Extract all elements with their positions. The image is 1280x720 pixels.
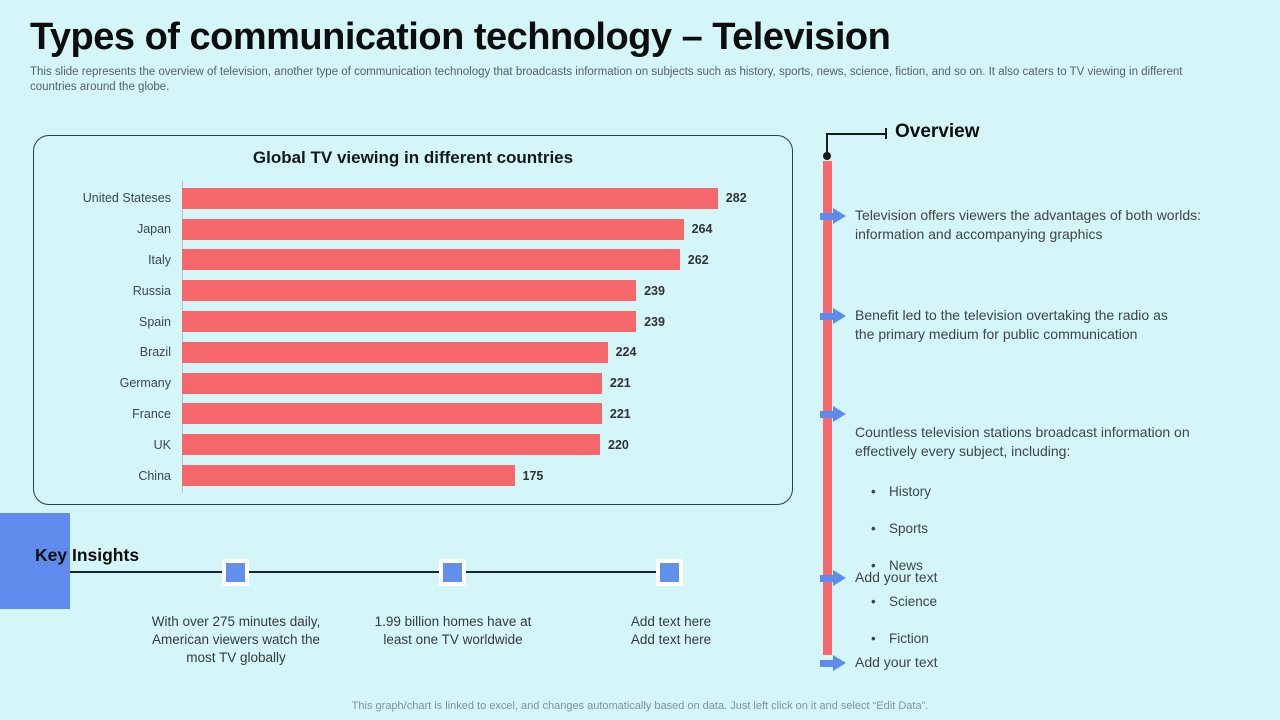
bar-label: Japan	[136, 222, 171, 237]
chart-row: Russia 239	[34, 275, 782, 306]
bar-value: 221	[609, 406, 631, 421]
list-item: News	[871, 557, 1280, 575]
add-text-here-placeholder[interactable]: Add text here Add text here	[630, 614, 712, 647]
list-item: Sports	[871, 520, 1280, 538]
chart-card[interactable]: Global TV viewing in different countries…	[33, 135, 793, 505]
list-item: History	[871, 483, 1280, 501]
connector-dot	[823, 152, 831, 160]
bar-label: Russia	[132, 283, 171, 298]
bar-value: 239	[644, 314, 665, 329]
arrow-right-icon	[820, 570, 846, 586]
overview-bullet-3: Countless television stations broadcast …	[855, 404, 1280, 686]
bar-value: 224	[615, 345, 637, 360]
connector-line-horizontal	[826, 133, 886, 135]
arrow-right-icon	[820, 406, 846, 422]
timeline-marker	[656, 559, 683, 586]
bar	[182, 311, 637, 333]
connector-line-vertical	[826, 134, 828, 155]
chart-row: France 221	[34, 399, 782, 430]
slide-footer-note: This graph/chart is linked to excel, and…	[351, 700, 929, 712]
slide-subtitle: This slide represents the overview of te…	[30, 66, 1183, 93]
bar	[182, 218, 684, 240]
arrow-right-icon	[820, 308, 846, 324]
overview-bullet-1: Television offers viewers the advantages…	[855, 207, 1202, 242]
overview-bullet-2: Benefit led to the television overtaking…	[855, 307, 1168, 342]
bar	[182, 280, 637, 302]
connector-end-tick	[885, 128, 887, 139]
bar-label: Italy	[148, 252, 171, 267]
bar-value: 220	[608, 437, 629, 452]
chart-row: Italy 262	[34, 245, 782, 276]
bar	[182, 434, 600, 456]
overview-bullet-3-text: Countless television stations broadcast …	[855, 424, 1190, 459]
chart-row: United Stateses 282	[34, 183, 782, 214]
bar	[182, 465, 515, 487]
chart-row: Spain 239	[34, 306, 782, 337]
arrow-right-icon	[820, 655, 846, 671]
bar-label: Germany	[119, 376, 171, 391]
timeline-marker	[439, 559, 466, 586]
bar	[182, 249, 680, 271]
slide-title: Types of communication technology – Tele…	[30, 16, 891, 58]
bar-value: 264	[691, 222, 713, 237]
chart-row: Japan 264	[34, 214, 782, 245]
bar-label: Brazil	[139, 345, 171, 360]
bar-value: 175	[522, 468, 544, 483]
key-insights-timeline-line	[70, 571, 670, 573]
bar	[182, 403, 602, 425]
bar-label: France	[132, 406, 171, 421]
chart-row: China 175	[34, 460, 782, 491]
chart-row: Brazil 224	[34, 337, 782, 368]
add-your-text-placeholder[interactable]: Add your text	[855, 654, 938, 670]
timeline-marker	[222, 559, 249, 586]
bar-value: 282	[725, 191, 747, 206]
bar-value: 221	[609, 376, 631, 391]
overview-sub-list: History Sports News Science Fiction	[855, 464, 1280, 667]
chart-row: Germany 221	[34, 368, 782, 399]
list-item: Science	[871, 593, 1280, 611]
bar-label: UK	[153, 437, 171, 452]
list-item: Fiction	[871, 630, 1280, 648]
bar	[182, 372, 602, 394]
add-your-text-placeholder[interactable]: Add your text	[855, 569, 938, 585]
bar-label: China	[138, 468, 171, 483]
chart-title: Global TV viewing in different countries	[252, 148, 574, 167]
bar-value: 262	[687, 252, 709, 267]
overview-title: Overview	[895, 121, 980, 142]
overview-timeline-bar	[823, 161, 832, 655]
chart-axis-line	[182, 181, 183, 493]
bar	[182, 187, 718, 209]
bar-label: Spain	[139, 314, 171, 329]
key-insight-item-2: 1.99 billion homes have at least one TV …	[374, 614, 532, 647]
chart-rows: United Stateses 282 Japan 264 Italy 262 Russia…	[34, 183, 782, 491]
bar-label: United Stateses	[82, 191, 171, 206]
bar-value: 239	[644, 283, 665, 298]
arrow-right-icon	[820, 208, 846, 224]
key-insight-item-1: With over 275 minutes daily, American vi…	[151, 614, 321, 665]
bar	[182, 341, 608, 363]
key-insights-title: Key Insights	[35, 545, 140, 565]
key-insights-accent-rect	[0, 513, 70, 609]
chart-row: UK 220	[34, 429, 782, 460]
